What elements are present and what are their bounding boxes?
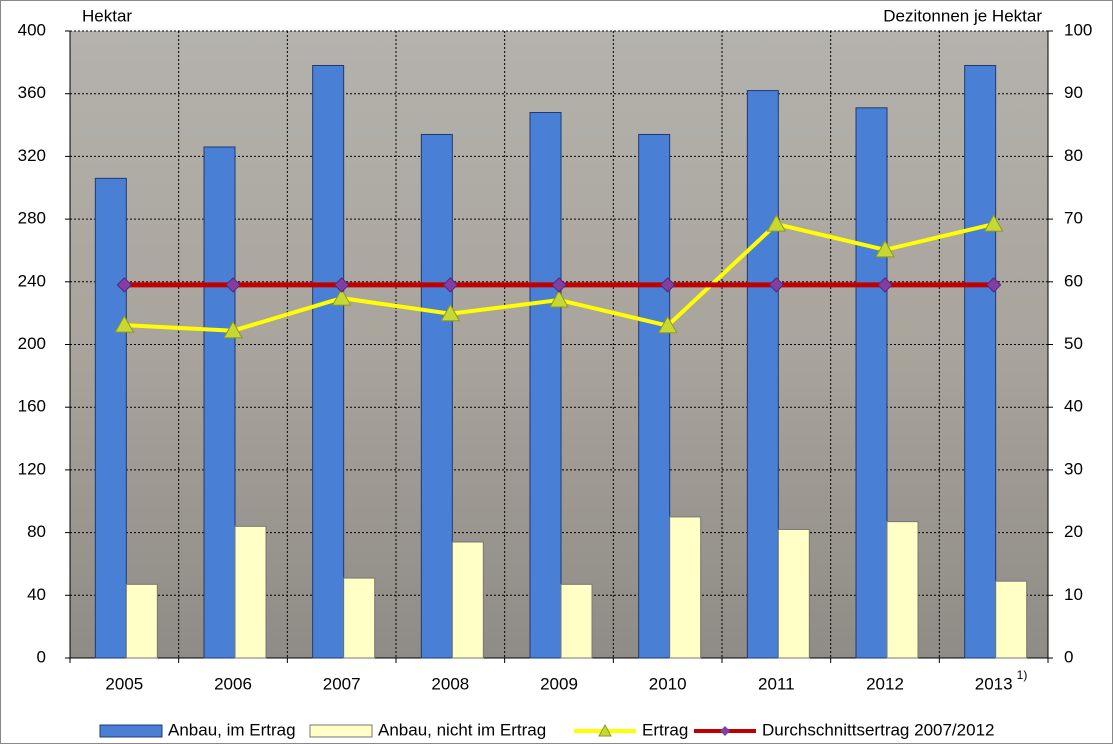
bar [234, 525, 267, 659]
line-marker [331, 288, 352, 306]
bar [203, 146, 236, 659]
x-tick-label: 2013 [975, 674, 1013, 693]
bar [995, 580, 1028, 659]
legend-marker [598, 723, 612, 737]
bar [855, 107, 888, 659]
line-marker [116, 277, 133, 293]
line-marker [551, 277, 567, 293]
line-marker [225, 277, 241, 293]
x-tick-label: 2010 [649, 674, 687, 693]
legend-swatch [309, 724, 373, 738]
line-marker [114, 315, 135, 333]
x-tick-label: 2006 [214, 674, 252, 693]
x-tick-note: 1) [1017, 668, 1028, 682]
line-marker [877, 277, 893, 293]
y2-tick-label: 60 [1064, 271, 1083, 290]
y-tick-label: 40 [27, 585, 46, 604]
y-tick-label: 0 [37, 647, 46, 666]
line-marker [766, 214, 787, 232]
bar [529, 112, 562, 659]
y-tick-label: 360 [18, 83, 46, 102]
legend-label: Ertrag [642, 720, 688, 739]
bar [560, 583, 593, 659]
line-marker [983, 214, 1004, 232]
bar [964, 64, 997, 659]
y-tick-label: 200 [18, 334, 46, 353]
legend-marker [720, 726, 730, 736]
legend-label: Anbau, im Ertrag [168, 720, 296, 739]
bar [94, 177, 127, 659]
y2-tick-label: 40 [1064, 397, 1083, 416]
y-tick-label: 320 [18, 146, 46, 165]
y-axis-label: Hektar [82, 6, 132, 25]
y2-tick-label: 0 [1064, 647, 1073, 666]
y2-tick-label: 80 [1064, 146, 1083, 165]
line-marker [875, 239, 895, 258]
x-tick-label: 2005 [105, 674, 143, 693]
y-tick-label: 280 [18, 209, 46, 228]
line-marker [768, 277, 785, 293]
bar [669, 516, 702, 659]
x-tick-label: 2008 [431, 674, 469, 693]
y2-tick-label: 90 [1064, 83, 1083, 102]
x-tick-label: 2012 [866, 674, 904, 693]
line-marker [549, 289, 569, 308]
y-tick-label: 80 [27, 522, 46, 541]
y2-tick-label: 10 [1064, 585, 1083, 604]
y2-axis-label: Dezitonnen je Hektar [883, 6, 1042, 25]
legend-swatch [99, 724, 163, 738]
y2-tick-label: 30 [1064, 459, 1083, 478]
y2-tick-label: 20 [1064, 522, 1083, 541]
x-tick-label: 2009 [540, 674, 578, 693]
line-marker [985, 277, 1002, 293]
x-tick-label: 2011 [758, 674, 795, 693]
bar [125, 583, 158, 659]
y-tick-label: 240 [18, 271, 46, 290]
legend-label: Anbau, nicht im Ertrag [378, 720, 546, 739]
y-tick-label: 160 [18, 397, 46, 416]
bar [886, 521, 919, 659]
bar [343, 577, 376, 659]
line-marker [442, 277, 459, 293]
line-marker [333, 277, 350, 293]
bar [638, 133, 671, 659]
legend-label: Durchschnittsertrag 2007/2012 [762, 720, 994, 739]
line-marker [440, 303, 461, 322]
line-marker [223, 320, 243, 339]
x-tick-label: 2007 [323, 674, 361, 693]
bar [746, 90, 779, 659]
bar [451, 541, 484, 659]
y2-tick-label: 50 [1064, 334, 1083, 353]
bar [312, 64, 345, 659]
y2-tick-label: 70 [1064, 209, 1083, 228]
line-marker [659, 277, 676, 293]
bar [420, 133, 453, 659]
line-marker [657, 315, 678, 334]
y-tick-label: 400 [18, 20, 46, 39]
y-tick-label: 120 [18, 459, 46, 478]
y2-tick-label: 100 [1064, 20, 1092, 39]
bar [777, 528, 810, 659]
